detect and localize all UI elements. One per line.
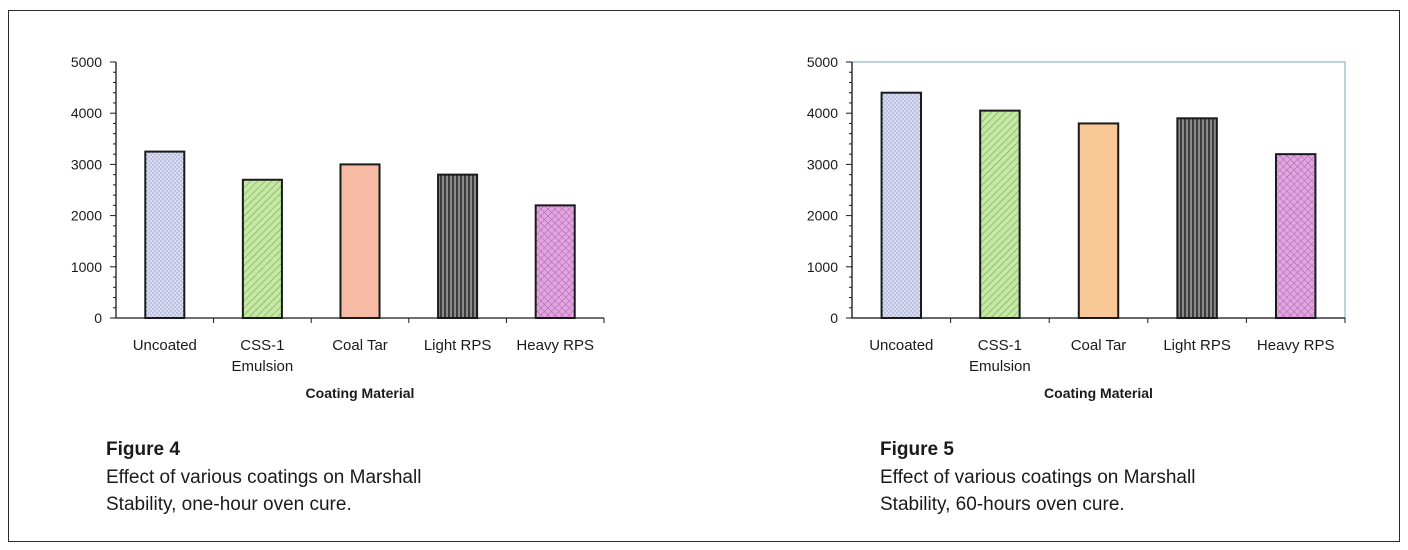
y-tick-label: 5000 (807, 54, 838, 70)
figure-5-number: Figure 5 (880, 439, 954, 460)
category-label: Coal Tar (1071, 337, 1127, 354)
category-label: CSS-1 (240, 337, 284, 354)
bar-outline-2 (241, 178, 283, 319)
figure-4-description-line-2: Stability, one-hour oven cure. (106, 494, 352, 515)
category-label: Light RPS (1163, 337, 1231, 354)
figure-5-description-line-2: Stability, 60-hours oven cure. (880, 494, 1125, 515)
bar-outline-5 (1274, 153, 1317, 319)
figure-panel-frame (8, 10, 1400, 542)
category-label: Coal Tar (332, 337, 388, 354)
category-label: Light RPS (424, 337, 492, 354)
bar-pattern-5 (535, 205, 575, 318)
figure-4-caption: Figure 4 Effect of various coatings on M… (106, 438, 666, 518)
category-label: Heavy RPS (516, 337, 594, 354)
y-tick-label: 4000 (807, 105, 838, 121)
bar-pattern-1 (881, 92, 922, 318)
bar-outline-4 (437, 173, 479, 319)
figure-5-caption: Figure 5 Effect of various coatings on M… (880, 438, 1408, 518)
bar-outline-5 (534, 204, 576, 319)
figure-4-description: Effect of various coatings on Marshall S… (106, 464, 666, 518)
x-axis-title: Coating Material (306, 385, 415, 401)
bar-outline-1 (880, 91, 923, 319)
y-tick-label: 2000 (807, 208, 838, 224)
category-label: CSS-1 (978, 337, 1022, 354)
bar-pattern-4 (1177, 118, 1217, 318)
bar-outline-3 (339, 163, 381, 319)
bar-outline-2 (979, 109, 1021, 319)
category-label: Emulsion (232, 358, 294, 375)
figure-5-chart: 0 1000 2000 3000 4000 5000 Uncoated CSS-1 Emulsi… (807, 54, 1346, 401)
bar-outline-4 (1176, 117, 1218, 319)
y-tick-label: 3000 (71, 156, 102, 172)
figure-4-chart: 0 1000 2000 3000 4000 5000 Uncoated CSS-1 Emulsi… (71, 54, 605, 401)
y-tick-label: 4000 (71, 105, 102, 121)
bar-outline-3 (1077, 122, 1120, 319)
figure-5-description-line-1: Effect of various coatings on Marshall (880, 467, 1196, 488)
y-tick-label: 3000 (807, 156, 838, 172)
y-tick-label: 2000 (71, 208, 102, 224)
bar-fill-3 (340, 164, 380, 318)
figure-5-description: Effect of various coatings on Marshall S… (880, 464, 1408, 518)
category-label: Uncoated (133, 337, 197, 354)
x-axis-title: Coating Material (1044, 385, 1153, 401)
y-tick-label: 0 (94, 310, 102, 326)
bar-pattern-4 (438, 174, 478, 318)
y-tick-label: 0 (830, 310, 838, 326)
category-label: Heavy RPS (1257, 337, 1335, 354)
y-tick-label: 1000 (807, 259, 838, 275)
bar-outline-1 (144, 150, 186, 319)
bar-pattern-5 (1275, 154, 1316, 318)
figure-4-description-line-1: Effect of various coatings on Marshall (106, 467, 422, 488)
bar-fill-3 (1078, 123, 1119, 318)
category-label: Uncoated (869, 337, 933, 354)
bar-pattern-2 (242, 179, 282, 318)
category-label: Emulsion (969, 358, 1031, 375)
figure-4-number: Figure 4 (106, 439, 180, 460)
y-tick-label: 1000 (71, 259, 102, 275)
bar-pattern-2 (980, 110, 1020, 318)
y-tick-label: 5000 (71, 54, 102, 70)
bar-pattern-1 (145, 151, 185, 318)
